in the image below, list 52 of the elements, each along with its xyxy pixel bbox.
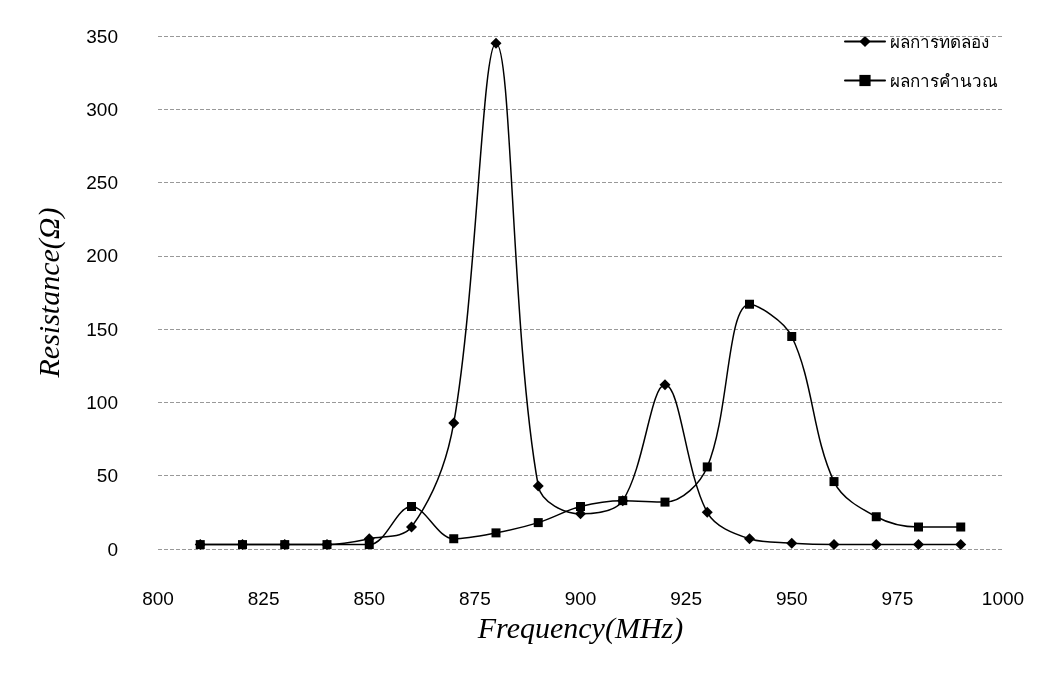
point (490, 37, 502, 49)
x-tick-label: 925 (670, 588, 702, 609)
y-tick-label: 0 (107, 538, 118, 560)
x-tick-label: 850 (353, 588, 386, 609)
point (744, 533, 755, 545)
x-axis-title: Frequency(MHz) (476, 611, 684, 646)
point (829, 477, 839, 487)
y-tick-label: 350 (86, 25, 118, 47)
x-tick-label: 875 (459, 588, 491, 609)
y-tick-label: 50 (96, 465, 118, 487)
point (576, 501, 585, 511)
y-tick-label: 150 (86, 318, 118, 340)
point (322, 540, 332, 550)
legend-label: ผลการทดลอง (890, 31, 989, 52)
point (702, 462, 712, 472)
point (407, 501, 416, 511)
point (659, 379, 671, 391)
point (745, 299, 754, 309)
x-tick-label: 950 (775, 588, 808, 609)
legend-label: ผลการคำนวณ (890, 70, 998, 91)
x-tick-label: 1000 (981, 588, 1025, 609)
x-tick-label: 900 (564, 588, 597, 609)
point (280, 540, 290, 550)
point (870, 539, 882, 551)
point (532, 480, 544, 492)
point (533, 518, 543, 528)
point (238, 540, 247, 550)
point (828, 539, 840, 551)
point (955, 539, 967, 551)
x-tick-label: 800 (142, 588, 174, 609)
point (871, 512, 881, 522)
y-tick-label: 250 (86, 172, 118, 194)
x-tick-label: 825 (247, 588, 280, 609)
point (195, 540, 205, 550)
point (956, 522, 966, 532)
point (660, 497, 670, 507)
point (449, 534, 459, 544)
y-tick-label: 200 (86, 245, 118, 267)
y-tick-label: 300 (86, 98, 118, 120)
point (406, 521, 417, 533)
y-axis-title: Resistance(Ω) (31, 207, 66, 379)
point (448, 417, 460, 429)
y-tick-label: 100 (86, 391, 118, 413)
point (914, 522, 923, 532)
point (618, 496, 628, 506)
point (701, 506, 713, 518)
point (913, 539, 924, 551)
x-tick-label: 975 (881, 588, 914, 609)
point (364, 540, 374, 550)
point (786, 537, 798, 549)
point (787, 331, 797, 341)
point (491, 528, 501, 538)
